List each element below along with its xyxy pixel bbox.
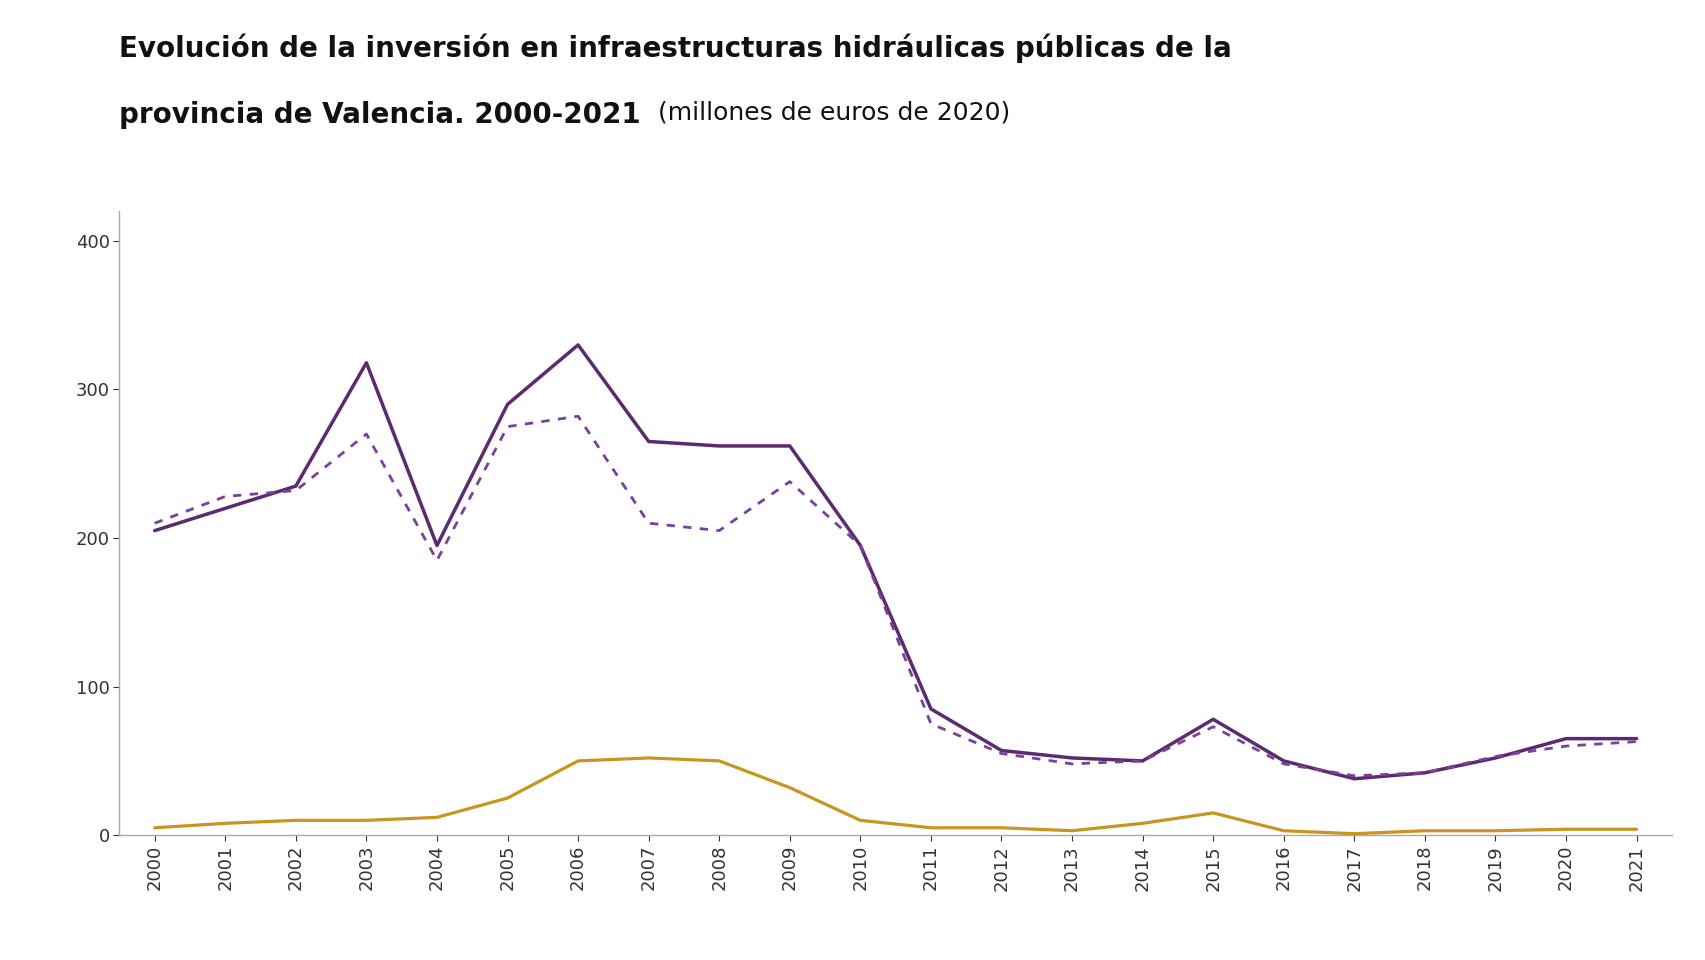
Text: (millones de euros de 2020): (millones de euros de 2020)	[650, 101, 1009, 125]
Text: Evolución de la inversión en infraestructuras hidráulicas públicas de la: Evolución de la inversión en infraestruc…	[119, 34, 1231, 63]
Text: provincia de Valencia. 2000-2021: provincia de Valencia. 2000-2021	[119, 101, 641, 129]
